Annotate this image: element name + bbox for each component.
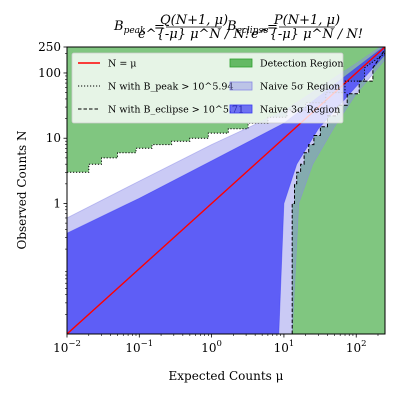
y-tick-label: 1	[53, 196, 61, 210]
y-tick-label: 10	[46, 131, 61, 145]
title-equals: =	[267, 20, 278, 35]
chart-title: Bpeak =Q(N+1, μ)e^{-μ} μ^N / N!Beclipse=P…	[113, 13, 363, 42]
legend-item: Detection Region	[229, 58, 343, 70]
y-axis-ticks: 1 10 100 250	[38, 40, 67, 315]
legend-item: N with B_eclipse > 10^5.71	[78, 105, 244, 116]
x-tick-label: 101	[274, 339, 295, 355]
legend-label: N with B_eclipse > 10^5.71	[108, 105, 244, 116]
x-tick-label: 102	[346, 339, 367, 355]
legend-swatch	[229, 81, 253, 91]
title-numerator-eclipse: P(N+1, μ)	[273, 13, 340, 28]
title-denominator-peak: e^{-μ} μ^N / N!	[138, 27, 250, 42]
legend-label: Naive 5σ Region	[260, 82, 340, 93]
x-tick-label: 100	[201, 339, 222, 355]
legend-label: Naive 3σ Region	[260, 105, 340, 116]
legend-label: N with B_peak > 10^5.94	[108, 82, 234, 93]
title-denominator-eclipse: e^{-μ} μ^N / N!	[251, 27, 363, 42]
legend-label: N = μ	[108, 59, 137, 70]
x-tick-label: 10−2	[53, 339, 81, 355]
legend-label: Detection Region	[260, 59, 343, 70]
x-axis-title: Expected Counts μ	[169, 369, 284, 383]
series-line-eclipse	[291, 49, 385, 334]
legend-item: Naive 3σ Region	[229, 104, 340, 116]
legend-item: N with B_peak > 10^5.94	[78, 82, 234, 93]
legend-swatch	[229, 58, 253, 68]
y-tick-label: 250	[38, 40, 61, 54]
title-numerator-peak: Q(N+1, μ)	[160, 13, 228, 28]
detection-region-lower	[292, 49, 385, 334]
legend-item: N = μ	[78, 59, 137, 70]
legend: N = μ N with B_peak > 10^5.94 N with B_ecl…	[71, 52, 344, 124]
legend-item: Naive 5σ Region	[229, 81, 340, 93]
legend-frame	[71, 52, 344, 124]
y-axis-title: Observed Counts N	[15, 130, 29, 249]
x-axis-ticks: 10−2 10−1 100 101 102	[53, 334, 379, 355]
y-tick-label: 100	[38, 66, 61, 80]
legend-swatch	[229, 104, 253, 114]
title-b-eclipse: Beclipse	[226, 19, 268, 36]
x-tick-label: 10−1	[125, 339, 153, 355]
plot-frame	[66, 46, 386, 335]
title-equals: =	[154, 20, 165, 35]
title-b-peak: Bpeak	[113, 19, 145, 36]
